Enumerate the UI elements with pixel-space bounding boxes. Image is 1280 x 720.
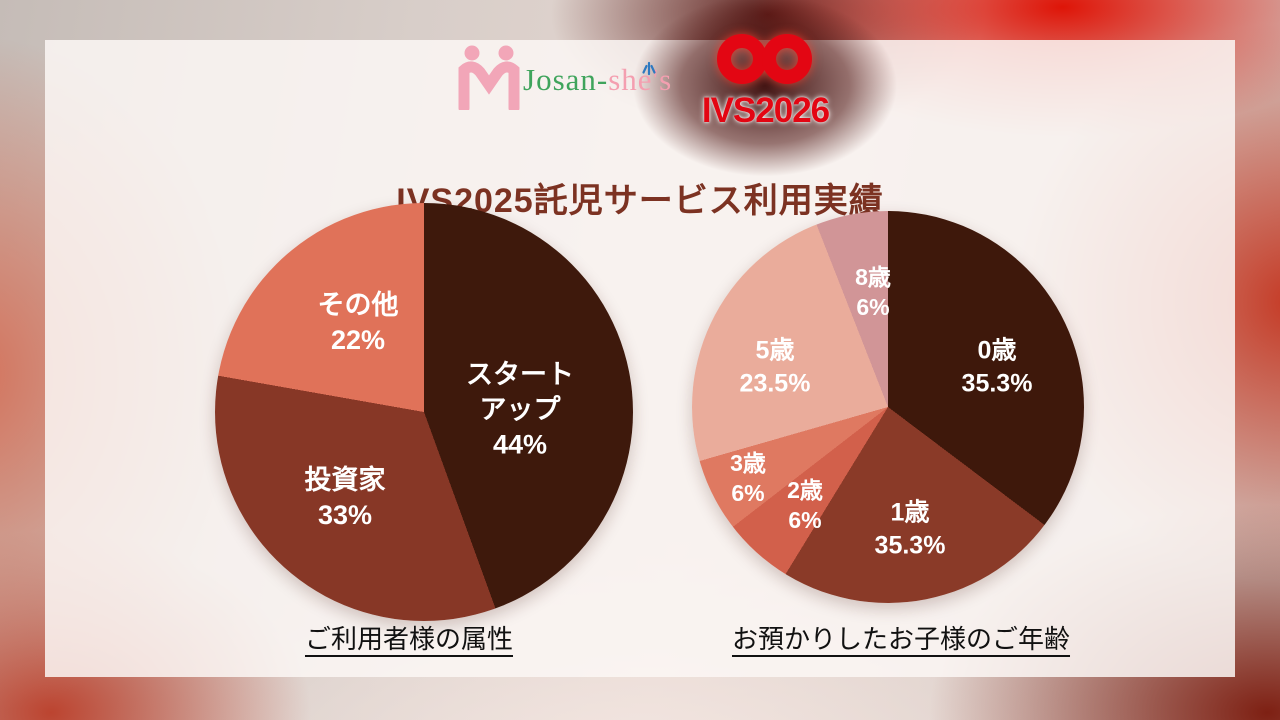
slice-percent: 6% <box>788 507 822 533</box>
ivs2026-wordmark: IVS2026 <box>701 91 830 130</box>
slice-name: 5歳 <box>755 336 795 365</box>
josan-people-m-icon <box>455 44 523 115</box>
caption-children-ages: お預かりしたお子様のご年齢 <box>731 624 1071 654</box>
slice-name: 2歳 <box>787 477 823 504</box>
josan-wordmark-green: Josan- <box>523 62 609 97</box>
slice-name: スタートアップ <box>465 359 574 425</box>
josan-wordmark: Josan-she's <box>523 61 673 98</box>
page-title: IVS2025託児サービス利用実績 <box>396 181 884 220</box>
josan-shes-logo: Josan-she's <box>455 44 672 115</box>
pie-slice-label-age3: 3歳 6% <box>730 449 766 509</box>
slice-percent: 35.3% <box>874 531 946 559</box>
slice-name: 投資家 <box>304 464 386 495</box>
josan-wordmark-pink: she's <box>608 62 673 97</box>
slice-percent: 6% <box>731 480 765 506</box>
pie-slice-label-investor: 投資家 33% <box>305 463 386 533</box>
slice-name: 3歳 <box>730 450 766 477</box>
slice-percent: 33% <box>317 500 373 530</box>
slice-percent: 35.3% <box>961 369 1033 397</box>
ivs-logo-glow <box>605 0 925 200</box>
pie-chart-user-attributes: スタートアップ 44% 投資家 33% その他 22% <box>215 203 633 621</box>
pie-slice-label-age1: 1歳 35.3% <box>875 497 946 562</box>
slice-percent: 44% <box>492 429 548 460</box>
slice-name: 8歳 <box>855 264 891 291</box>
pie-slice-label-age8: 8歳 6% <box>855 263 891 323</box>
slice-percent: 23.5% <box>739 369 811 397</box>
pie-slice-label-age5: 5歳 23.5% <box>740 335 811 400</box>
infinity-icon <box>692 34 840 100</box>
sparkle-icon <box>640 48 658 84</box>
ivs2026-logo: IVS2026 <box>688 22 843 131</box>
pie-slice-label-age2: 2歳 6% <box>787 476 823 536</box>
slice-percent: 22% <box>330 325 386 355</box>
pie-chart-children-ages: 0歳 35.3% 1歳 35.3% 2歳 6% 3歳 6% 5歳 23.5% 8… <box>692 211 1084 603</box>
slice-name: 1歳 <box>890 498 930 527</box>
pie-slice-label-other: その他 22% <box>318 288 399 358</box>
slice-percent: 6% <box>856 294 890 320</box>
pie-slice-label-startup: スタートアップ 44% <box>463 357 576 462</box>
caption-user-attributes: ご利用者様の属性 <box>304 624 514 654</box>
slice-name: その他 <box>317 289 399 320</box>
slice-name: 0歳 <box>977 336 1017 365</box>
pie-slice-label-age0: 0歳 35.3% <box>962 335 1033 400</box>
